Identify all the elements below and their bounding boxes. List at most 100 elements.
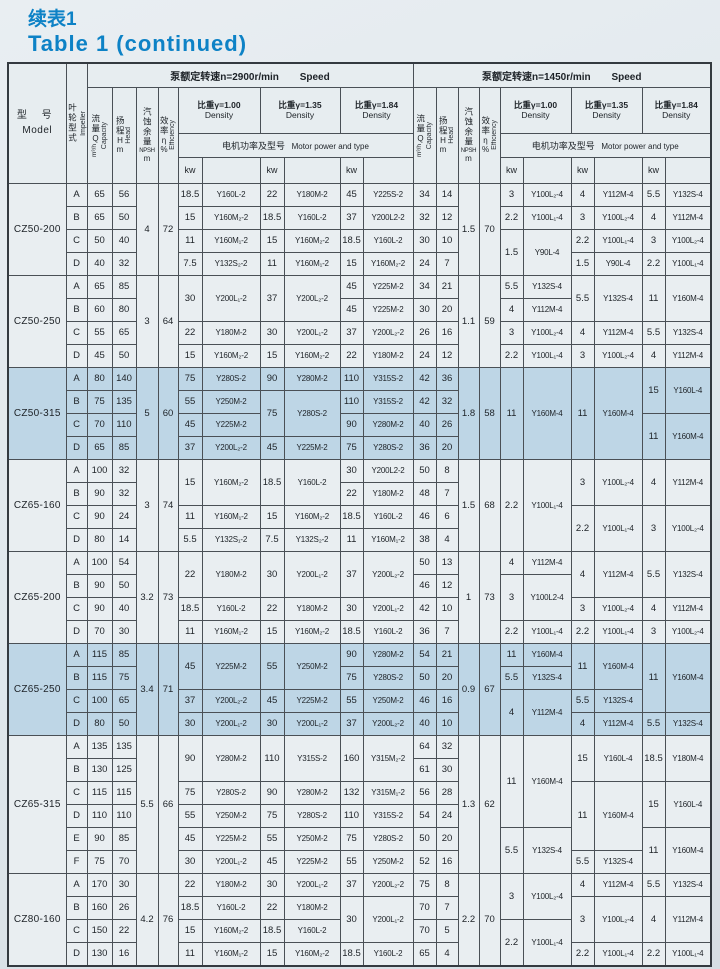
- motor-type-cell: Y112M-4: [593, 872, 643, 897]
- header-speed-2900-zh: 泵额定转速n=2900r/min: [170, 71, 279, 83]
- motor-type-cell: Y225M-2: [283, 849, 341, 874]
- spec-table-body: CZ50-200 A 65 56 4 72 18.5 Y160L-2 22 Y180M-2 45 Y2…: [7, 182, 712, 967]
- motor-type-cell: Y100L₁-4: [593, 504, 643, 552]
- value-cell: 20: [435, 826, 459, 851]
- header-density-135-1450: 比重γ=1.35 Density: [570, 86, 643, 134]
- motor-type-cell: Y180M-2: [201, 872, 261, 897]
- header-capacity-unit: m³/h: [91, 143, 99, 157]
- motor-type-cell: Y100L₁-4: [593, 228, 643, 253]
- header-head-en: Head: [125, 126, 133, 144]
- value-cell: 18.5: [339, 619, 364, 644]
- value-cell: 30: [259, 872, 285, 897]
- value-cell: 45: [259, 435, 285, 460]
- motor-type-cell: Y200L₂-2: [362, 320, 414, 345]
- value-cell: 11: [641, 412, 666, 460]
- value-cell: 8: [435, 458, 459, 483]
- header-model: 型 号 Model: [7, 62, 67, 184]
- table-row: C 100 65 37 Y200L₂-2 45 Y225M-2 55 Y250M-2 46 16 4 Y…: [8, 688, 711, 736]
- motor-type-cell: Y132S-4: [664, 872, 712, 897]
- header-capacity-2900: 流量 Q m³/h Capacity: [86, 86, 113, 184]
- motor-type-cell: Y100L₂-4: [593, 895, 643, 943]
- value-cell: 73: [157, 550, 179, 644]
- motor-type-cell: Y112M-4: [593, 711, 643, 736]
- value-cell: 4: [641, 458, 666, 506]
- motor-type-cell: Y160M₁-2: [201, 941, 261, 967]
- header-npsh-1450: 汽蚀余量 NPSH m: [457, 86, 480, 184]
- motor-type-cell: Y250M-2: [362, 849, 414, 874]
- value-cell: 11: [177, 619, 203, 644]
- value-cell: 15: [259, 619, 285, 644]
- motor-type-cell: Y132S-4: [593, 274, 643, 322]
- value-cell: C: [65, 412, 88, 437]
- motor-type-cell: Y200L₁-2: [283, 872, 341, 897]
- motor-type-cell: Y132S₂-2: [283, 527, 341, 552]
- table-row: D 65 85 37 Y200L₂-2 45 Y225M-2 75 Y280S-2 36 20: [8, 435, 711, 460]
- value-cell: 65: [111, 320, 137, 345]
- value-cell: 100: [86, 688, 113, 713]
- value-cell: 2.2: [499, 205, 524, 230]
- table-row: CZ50-200 A 65 56 4 72 18.5 Y160L-2 22 Y180M-2 45 Y2…: [7, 182, 712, 276]
- value-cell: 65: [86, 205, 113, 230]
- pump-spec-table: 型 号 Model 叶轮型式 Impeller 泵额定转速n=2900r/min…: [7, 62, 712, 967]
- header-head-sym: H: [440, 136, 446, 146]
- value-cell: 11: [641, 826, 666, 874]
- title-en: Table 1 (continued): [28, 30, 248, 56]
- value-cell: 37: [259, 274, 285, 322]
- motor-type-cell: Y160M₂-2: [283, 619, 341, 644]
- value-cell: 24: [412, 343, 437, 368]
- header-density-135-2900: 比重γ=1.35 Density: [259, 86, 341, 134]
- motor-type-cell: Y225S-2: [362, 182, 414, 207]
- value-cell: B: [65, 665, 88, 690]
- value-cell: 135: [86, 734, 113, 759]
- value-cell: 50: [111, 711, 137, 736]
- header-head-zh: 扬程: [438, 116, 449, 137]
- header-capacity-en: Capacity: [100, 121, 108, 149]
- value-cell: 15: [177, 343, 203, 368]
- value-cell: 125: [111, 757, 137, 782]
- value-cell: 11: [177, 228, 203, 253]
- motor-type-cell: Y100L₂-4: [664, 228, 712, 253]
- motor-type-cell: Y200L₁-2: [201, 274, 261, 322]
- motor-type-cell: Y112M-4: [522, 688, 572, 736]
- header-head-unit: m: [439, 145, 447, 155]
- value-cell: 65: [412, 941, 437, 967]
- value-cell: 32: [111, 251, 137, 276]
- value-cell: A: [65, 734, 88, 759]
- value-cell: 4: [641, 895, 666, 943]
- value-cell: 8: [435, 872, 459, 897]
- value-cell: 42: [412, 596, 437, 621]
- value-cell: C: [65, 918, 88, 943]
- value-cell: 12: [435, 343, 459, 368]
- value-cell: 2.2: [641, 941, 666, 967]
- value-cell: 115: [86, 780, 113, 805]
- value-cell: 50: [412, 458, 437, 483]
- header-capacity-zh: 流量: [415, 113, 426, 134]
- value-cell: 5.5: [499, 274, 524, 299]
- value-cell: 36: [412, 619, 437, 644]
- value-cell: 11: [499, 734, 524, 828]
- value-cell: 45: [339, 274, 364, 299]
- value-cell: B: [65, 389, 88, 414]
- table-row: D 110 110 55 Y250M-2 75 Y280S-2 110 Y315S-2 54 24: [8, 803, 711, 828]
- value-cell: 45: [86, 343, 113, 368]
- header-npsh-2900: 汽蚀余量 NPSH m: [135, 86, 159, 184]
- motor-type-cell: Y280S-2: [362, 435, 414, 460]
- value-cell: 55: [339, 849, 364, 874]
- value-cell: 22: [177, 320, 203, 345]
- value-cell: D: [65, 435, 88, 460]
- motor-type-cell: Y160M₂-2: [201, 918, 261, 943]
- value-cell: 45: [177, 826, 203, 851]
- motor-type-cell: Y100L₂-4: [664, 619, 712, 644]
- value-cell: 5: [435, 918, 459, 943]
- motor-type-cell: Y180M-2: [201, 320, 261, 345]
- motor-type-cell: Y280M-2: [201, 734, 261, 782]
- motor-type-cell: Y160M-4: [664, 412, 712, 460]
- motor-type-cell: Y112M-4: [522, 297, 572, 322]
- value-cell: 130: [86, 757, 113, 782]
- motor-type-cell: Y280M-2: [362, 642, 414, 667]
- value-cell: 40: [111, 228, 137, 253]
- header-head-unit: m: [116, 145, 124, 155]
- value-cell: 37: [339, 320, 364, 345]
- motor-type-cell: Y180M-2: [283, 596, 341, 621]
- value-cell: 5.5: [641, 320, 666, 345]
